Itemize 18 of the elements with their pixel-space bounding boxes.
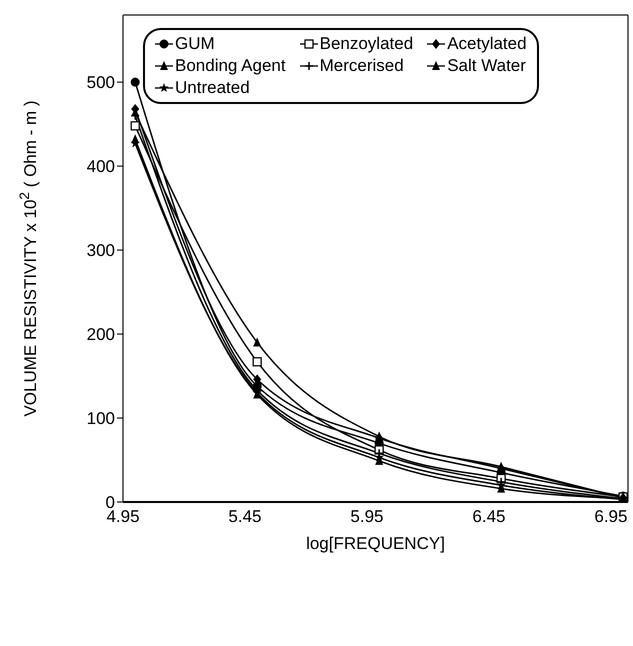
legend-label: GUM <box>175 34 215 54</box>
x-axis-title: log[FREQUENCY] <box>306 534 445 553</box>
x-tick-label: 5.95 <box>350 507 384 526</box>
legend-label: Mercerised <box>320 56 404 76</box>
legend-label: Acetylated <box>447 34 527 54</box>
y-tick-label: 500 <box>86 73 115 92</box>
y-tick-label: 400 <box>86 157 115 176</box>
legend-label: Benzoylated <box>320 34 414 54</box>
x-tick-label: 6.45 <box>472 507 506 526</box>
x-tick-label: 4.95 <box>106 507 140 526</box>
legend-label: Untreated <box>175 78 250 98</box>
y-tick-label: 300 <box>86 241 115 260</box>
x-tick-label: 6.95 <box>594 507 628 526</box>
legend-label: Salt Water <box>447 56 526 76</box>
legend-label: Bonding Agent <box>175 56 286 76</box>
y-tick-label: 200 <box>86 325 115 344</box>
x-tick-label: 5.45 <box>228 507 262 526</box>
y-tick-label: 100 <box>86 409 115 428</box>
